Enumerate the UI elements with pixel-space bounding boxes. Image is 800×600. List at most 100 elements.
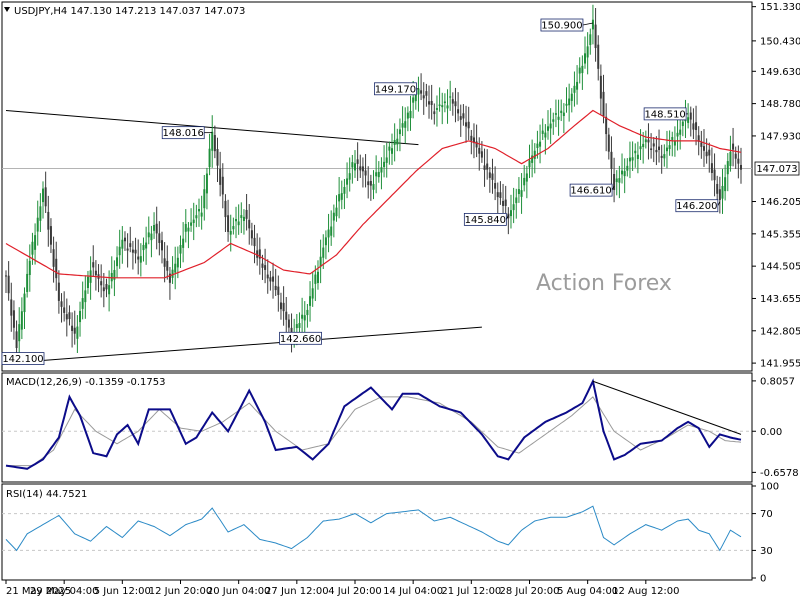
price-candle [266,259,269,294]
annotation-label: 145.840 [465,215,506,226]
price-candle [153,212,156,239]
price-candle [203,175,206,221]
macd-trendline [592,380,742,435]
price-candle [665,130,668,169]
price-candle [200,195,203,230]
price-candle [224,194,227,232]
price-candle [179,235,182,268]
price-candle [184,209,187,243]
annotation-label: 146.200 [676,201,717,212]
price-candle [26,258,29,298]
price-candle [541,118,544,141]
price-candle [385,142,388,178]
price-candle [623,158,626,194]
price-candle [451,92,454,116]
price-axis-tick: 146.205 [760,197,800,208]
price-candle [679,119,682,150]
price-candle [687,103,690,129]
price-candle [581,55,584,90]
price-candle [364,154,367,188]
rsi-panel: 100 70 30 0 RSI(14) 44.7521 [1,482,779,585]
macd-title: MACD(12,26,9) -0.1359 -0.1753 [6,377,166,388]
price-candle [557,99,560,136]
price-candle [578,57,581,84]
price-candle [676,116,679,151]
price-candle [705,138,708,164]
price-candle [150,225,153,258]
price-candle [110,256,113,289]
rsi-axis-tick: 70 [760,509,773,520]
price-candle [494,166,497,201]
price-candle [465,105,468,143]
price-candle [306,303,309,328]
price-candle [131,240,134,270]
price-candle [86,270,89,294]
time-axis-label: 20 Jun 04:00 [207,586,271,597]
price-candle [615,170,618,196]
price-panel: 150.900 149.170 148.510 148.016 146.610 146.2… [1,1,800,372]
price-candle [211,115,214,168]
price-level-annotation: 148.510 [643,107,689,120]
price-candle [689,106,692,137]
price-candle [398,118,401,152]
price-candle [573,71,576,107]
price-candle [248,204,251,245]
time-axis-label: 5 Aug 04:00 [557,586,618,597]
price-candle [34,223,37,265]
price-candle [240,202,243,234]
price-candle [105,278,108,298]
price-candle [195,204,198,228]
price-candle [303,301,306,334]
macd-main-line [5,378,742,470]
price-candle [594,7,597,62]
price-candle [155,206,158,250]
price-candle [591,4,594,45]
price-candle [253,224,256,264]
price-candle [486,149,489,180]
price-candle [724,164,727,201]
price-candle [404,107,407,144]
price-axis-tick: 141.955 [760,359,800,370]
price-candle [118,229,121,269]
price-candle [710,147,713,181]
price-axis-tick: 142.805 [760,326,800,337]
price-candle [274,268,277,296]
price-candle [235,206,238,239]
price-candle [459,104,462,137]
price-candle [285,296,288,335]
price-candle [499,181,502,205]
price-candle [631,141,634,172]
price-candle [568,83,571,122]
price-candle [576,65,579,105]
price-candle [229,214,232,252]
price-candle [380,157,383,190]
price-candle [73,310,76,345]
price-candle [57,270,60,314]
price-axis-tick: 147.930 [760,131,800,142]
price-candle [626,158,629,177]
macd-panel: 0.8057 0.00 -0.6578 MACD(12,26,9) -0.1359 … [1,372,799,483]
price-level-annotation: 145.840 [463,212,509,226]
price-candle [369,174,372,201]
price-candle [55,241,58,291]
price-candle [63,291,66,322]
price-candle [496,182,499,214]
price-candle [647,123,650,160]
price-candle [330,210,333,246]
price-candle [425,83,428,107]
price-candle [147,216,150,245]
price-candle [599,64,602,115]
price-candle [700,130,703,159]
price-candle [311,271,314,307]
dropdown-arrow-icon[interactable] [4,7,10,12]
time-axis-label: 4 Jul 20:00 [328,586,382,597]
price-candle [327,213,330,253]
price-candle [634,143,637,168]
price-candle [472,123,475,159]
price-candle [192,202,195,241]
annotation-label: 149.170 [375,84,416,95]
price-level-annotation: 150.900 [540,18,594,32]
price-candle [261,254,264,280]
price-candle [250,222,253,246]
price-candle [636,141,639,174]
